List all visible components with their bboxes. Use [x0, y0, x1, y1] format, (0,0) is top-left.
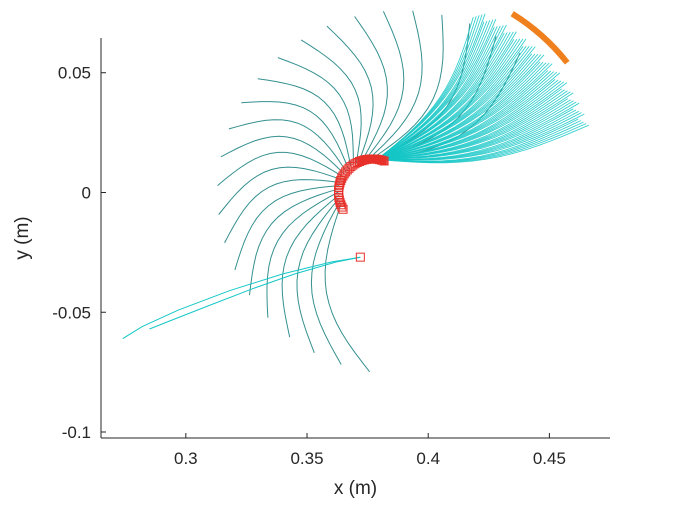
y-axis-label: y (m) [12, 216, 33, 259]
trajectory-line [218, 166, 342, 215]
start-marker [335, 197, 345, 207]
trajectory-line [376, 31, 517, 160]
axes: 0.3 0.35 0.4 0.45 0.05 0 -0.05 -0.1 [52, 38, 610, 468]
trajectory-line [377, 92, 574, 160]
trajectory-line [310, 201, 342, 365]
target-arc [510, 11, 570, 65]
y-ticks: 0.05 0 -0.05 -0.1 [52, 64, 106, 442]
x-axis-label: x (m) [334, 478, 377, 499]
trajectory-line [241, 101, 349, 170]
trajectory-line [377, 46, 536, 160]
trajectory-line [324, 204, 370, 373]
trajectory-line [364, 11, 405, 161]
x-tick-label: 0.3 [174, 449, 198, 468]
trajectory-line [149, 256, 361, 330]
start-marker [357, 156, 367, 166]
plot-area [122, 10, 589, 373]
trajectory-line [228, 119, 347, 172]
trajectory-line [277, 57, 354, 165]
trajectory-line [257, 78, 352, 167]
trajectory-line [266, 191, 339, 318]
trajectory-line [377, 54, 545, 160]
x-tick-label: 0.35 [290, 449, 323, 468]
trajectory-line [249, 188, 339, 296]
trajectory-line [377, 102, 580, 160]
trajectory-line [377, 124, 589, 164]
x-tick-label: 0.4 [416, 449, 440, 468]
start-marker [355, 252, 365, 262]
trajectory-line [377, 63, 553, 160]
trajectory-line [217, 151, 343, 186]
trajectory-line [371, 14, 444, 160]
y-tick-label: -0.05 [52, 303, 91, 322]
trajectory-line [376, 13, 486, 160]
trajectory-line [368, 10, 423, 160]
trajectory-line [377, 82, 568, 160]
start-marker [334, 195, 344, 205]
start-marker [335, 178, 345, 188]
trajectory-line [300, 39, 362, 164]
y-tick-label: 0.05 [58, 64, 91, 83]
trajectory-line [377, 38, 527, 160]
x-tick-label: 0.45 [533, 449, 566, 468]
start-marker [336, 176, 346, 186]
trajectory-line [234, 185, 340, 271]
trajectory-line [326, 25, 374, 162]
trajectory-line [220, 135, 345, 175]
trajectory-line [377, 113, 585, 161]
trajectory-line [376, 24, 507, 160]
y-tick-label: 0 [82, 183, 91, 202]
start-marker [337, 202, 347, 212]
start-marker [338, 204, 348, 214]
x-ticks: 0.3 0.35 0.4 0.45 [174, 433, 566, 468]
trajectory-line [296, 197, 340, 353]
trajectory-line [224, 179, 341, 244]
y-tick-label: -0.1 [62, 423, 91, 442]
trajectory-line [376, 18, 497, 160]
trajectory-line [122, 256, 361, 340]
start-marker [337, 173, 347, 183]
trajectory-line [354, 16, 388, 161]
trajectory-line [281, 194, 339, 338]
trajectory-line [377, 72, 561, 160]
